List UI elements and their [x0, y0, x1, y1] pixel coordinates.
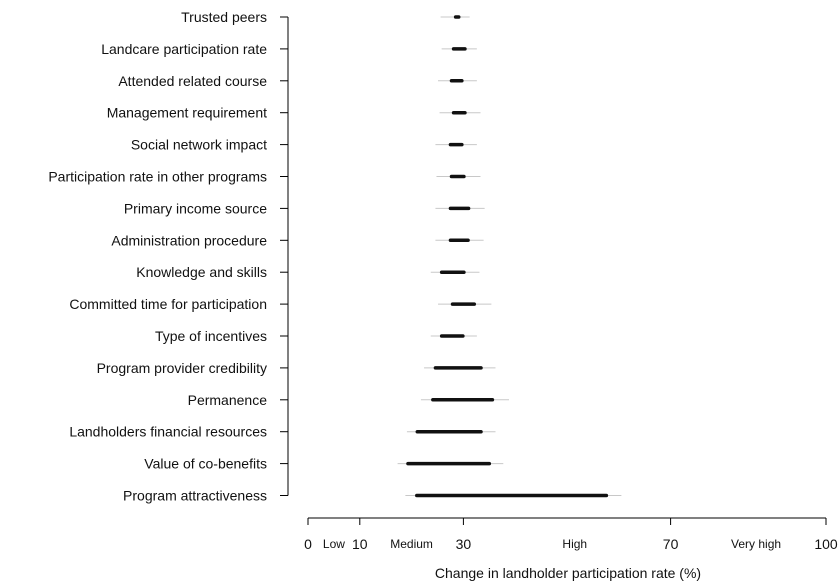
plot-area	[397, 15, 622, 498]
category-label: Value of co-benefits	[144, 456, 267, 472]
category-label: Attended related course	[118, 73, 267, 89]
band-label: High	[562, 537, 587, 551]
band-label: Medium	[390, 537, 433, 551]
category-label: Permanence	[188, 392, 268, 408]
category-label: Knowledge and skills	[136, 264, 267, 280]
band-label: Very high	[731, 537, 781, 551]
category-label: Administration procedure	[111, 232, 267, 248]
category-label: Participation rate in other programs	[48, 169, 267, 185]
category-label: Primary income source	[124, 200, 267, 216]
x-tick-label: 70	[663, 536, 679, 552]
x-tick-label: 100	[814, 536, 838, 552]
category-label: Landholders financial resources	[69, 424, 267, 440]
category-label: Type of incentives	[155, 328, 267, 344]
category-label: Program attractiveness	[123, 488, 267, 504]
y-axis: Trusted peers Landcare participation rate…	[48, 9, 289, 504]
category-label: Committed time for participation	[69, 296, 267, 312]
x-tick-label: 10	[352, 536, 368, 552]
x-axis-title: Change in landholder participation rate …	[435, 565, 701, 581]
category-label: Trusted peers	[181, 9, 267, 25]
category-label: Management requirement	[107, 105, 267, 121]
category-label: Landcare participation rate	[101, 41, 267, 57]
category-label: Social network impact	[131, 137, 267, 153]
x-tick-label: 30	[456, 536, 472, 552]
x-tick-label: 0	[304, 536, 312, 552]
x-axis: 0 10 30 70 100 Low Medium High Very high	[304, 517, 838, 552]
band-label: Low	[323, 537, 345, 551]
category-label: Program provider credibility	[97, 360, 267, 376]
